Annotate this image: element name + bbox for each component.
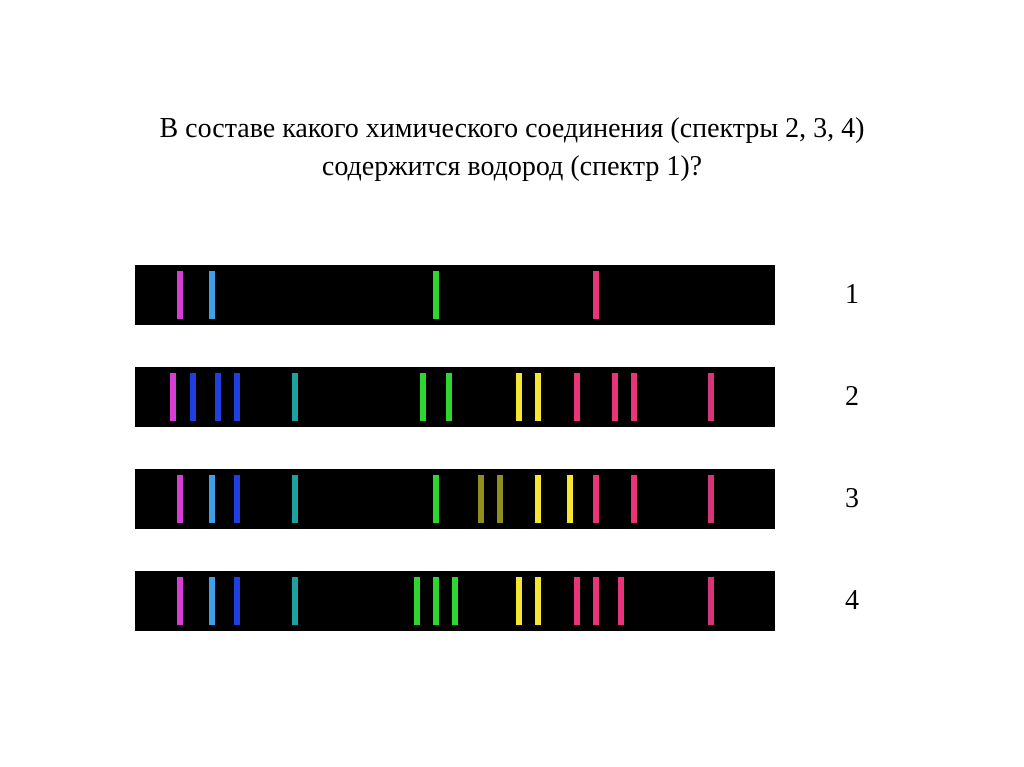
spectral-line <box>414 577 420 625</box>
spectrum-label: 2 <box>845 381 859 413</box>
spectral-line <box>708 373 714 421</box>
spectral-line <box>535 475 541 523</box>
spectrum-label: 3 <box>845 483 859 515</box>
spectra-container: 1 2 3 4 <box>135 265 895 673</box>
spectrum-row: 2 <box>135 367 895 427</box>
spectrum-strip <box>135 265 775 325</box>
spectral-line <box>234 475 240 523</box>
question-line-2: содержится водород (спектр 1)? <box>322 151 702 182</box>
spectral-line <box>433 475 439 523</box>
spectral-line <box>618 577 624 625</box>
spectral-line <box>497 475 503 523</box>
spectral-line <box>170 373 176 421</box>
spectrum-row: 4 <box>135 571 895 631</box>
spectral-line <box>478 475 484 523</box>
page: В составе какого химического соединения … <box>0 0 1024 767</box>
question-line-1: В составе какого химического соединения … <box>159 113 864 144</box>
spectral-line <box>209 271 215 319</box>
spectral-line <box>612 373 618 421</box>
spectral-line <box>535 373 541 421</box>
spectral-line <box>234 373 240 421</box>
spectrum-label: 1 <box>845 279 859 311</box>
spectral-line <box>516 577 522 625</box>
spectral-line <box>708 475 714 523</box>
spectral-line <box>420 373 426 421</box>
spectrum-strip <box>135 571 775 631</box>
question-title: В составе какого химического соединения … <box>0 110 1024 186</box>
spectral-line <box>433 271 439 319</box>
spectral-line <box>433 577 439 625</box>
spectral-line <box>593 475 599 523</box>
spectral-line <box>631 373 637 421</box>
spectral-line <box>593 271 599 319</box>
spectral-line <box>177 577 183 625</box>
spectrum-strip <box>135 367 775 427</box>
spectral-line <box>535 577 541 625</box>
spectral-line <box>234 577 240 625</box>
spectral-line <box>516 373 522 421</box>
spectrum-row: 3 <box>135 469 895 529</box>
spectral-line <box>209 577 215 625</box>
spectral-line <box>593 577 599 625</box>
spectral-line <box>292 373 298 421</box>
spectral-line <box>292 577 298 625</box>
spectrum-strip <box>135 469 775 529</box>
spectral-line <box>177 271 183 319</box>
spectral-line <box>209 475 215 523</box>
spectrum-row: 1 <box>135 265 895 325</box>
spectral-line <box>190 373 196 421</box>
spectral-line <box>446 373 452 421</box>
spectral-line <box>215 373 221 421</box>
spectral-line <box>177 475 183 523</box>
spectral-line <box>574 373 580 421</box>
spectrum-label: 4 <box>845 585 859 617</box>
spectral-line <box>567 475 573 523</box>
spectral-line <box>292 475 298 523</box>
spectral-line <box>631 475 637 523</box>
spectral-line <box>452 577 458 625</box>
spectral-line <box>574 577 580 625</box>
spectral-line <box>708 577 714 625</box>
